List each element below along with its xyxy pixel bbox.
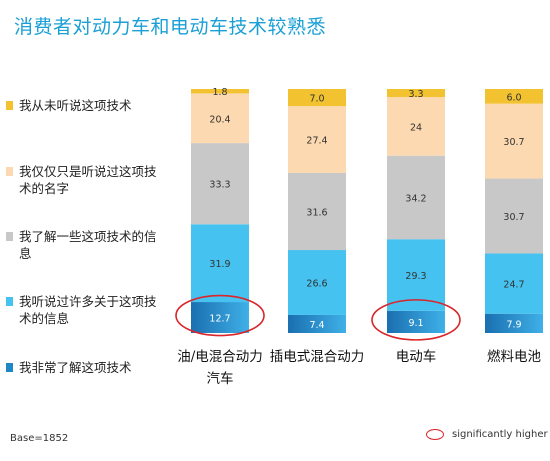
- bar-value-label: 9.1: [408, 318, 423, 329]
- bar-value-label: 24.7: [503, 280, 524, 291]
- bar-value-label: 26.6: [306, 278, 327, 289]
- legend-label: 我非常了解这项技术: [19, 360, 132, 375]
- bar-segment: [387, 89, 445, 98]
- significance-highlight: [371, 299, 461, 341]
- legend-label: 我了解一些这项技术的信息: [19, 229, 157, 261]
- bar-segment: [191, 302, 249, 333]
- bar-value-label: 3.3: [408, 89, 423, 100]
- bar-segment: [288, 314, 346, 333]
- legend-swatch: [6, 232, 13, 241]
- bar-segment: [387, 97, 445, 156]
- legend-label: 我从未听说这项技术: [19, 98, 132, 113]
- bar-segment: [288, 250, 346, 315]
- bar-segment: [288, 89, 346, 107]
- significance-legend: significantly higher: [426, 429, 548, 440]
- significance-highlight: [175, 294, 265, 337]
- bar-value-label: 33.3: [209, 180, 230, 191]
- bar-segment: [191, 89, 249, 94]
- bar-value-label: 27.4: [306, 136, 327, 147]
- bar-value-label: 31.6: [306, 207, 327, 218]
- legend-swatch: [6, 363, 13, 372]
- legend-item-heard-name: 我仅仅只是听说过这项技术的名字: [6, 163, 159, 197]
- bar-segment: [191, 143, 249, 225]
- significance-ellipse-icon: [426, 429, 444, 440]
- bar-segment: [485, 178, 543, 254]
- bar-value-label: 31.9: [209, 259, 230, 270]
- bar-segment: [485, 253, 543, 314]
- legend-label: 我仅仅只是听说过这项技术的名字: [19, 164, 157, 196]
- bar-segment: [485, 89, 543, 104]
- bar-value-label: 7.9: [506, 319, 521, 330]
- bar-segment: [387, 155, 445, 240]
- bar-segment: [485, 313, 543, 333]
- category-label: 汽车: [207, 370, 234, 387]
- bar-segment: [387, 239, 445, 311]
- bar-segment: [485, 103, 543, 179]
- category-label: 燃料电池: [487, 348, 541, 365]
- bar-value-label: 6.0: [506, 92, 521, 103]
- bar-value-label: 7.0: [309, 94, 324, 105]
- bar-value-label: 20.4: [209, 114, 230, 125]
- bar-segment: [191, 224, 249, 303]
- bar-value-label: 1.8: [212, 87, 227, 98]
- bar-segment: [191, 93, 249, 144]
- legend-label: 我听说过许多关于这项技术的信息: [19, 294, 157, 326]
- bar-segment: [288, 172, 346, 251]
- chart-title: 消费者对动力车和电动车技术较熟悉: [14, 16, 327, 38]
- bar-value-label: 34.2: [405, 193, 426, 204]
- legend-item-know-some: 我了解一些这项技术的信息: [6, 228, 159, 262]
- bar-segment: [387, 310, 445, 333]
- legend-swatch: [6, 101, 13, 110]
- bar-value-label: 29.3: [405, 271, 426, 282]
- category-label: 插电式混合动力: [270, 349, 365, 365]
- base-note: Base=1852: [10, 433, 69, 444]
- bar-value-label: 30.7: [503, 212, 524, 223]
- bar-value-label: 12.7: [209, 314, 230, 325]
- category-label: 油/电混合动力: [177, 349, 263, 365]
- legend-item-know-well: 我非常了解这项技术: [6, 359, 159, 376]
- legend-item-heard-a-lot: 我听说过许多关于这项技术的信息: [6, 293, 159, 327]
- bar-value-label: 30.7: [503, 137, 524, 148]
- category-label: 电动车: [396, 348, 437, 365]
- legend-swatch: [6, 167, 13, 176]
- significance-label: significantly higher: [452, 429, 548, 440]
- legend-item-never-heard: 我从未听说这项技术: [6, 97, 159, 114]
- legend-swatch: [6, 297, 13, 306]
- bar-value-label: 24: [410, 122, 422, 133]
- bar-segment: [288, 106, 346, 173]
- bar-value-label: 7.4: [309, 320, 324, 331]
